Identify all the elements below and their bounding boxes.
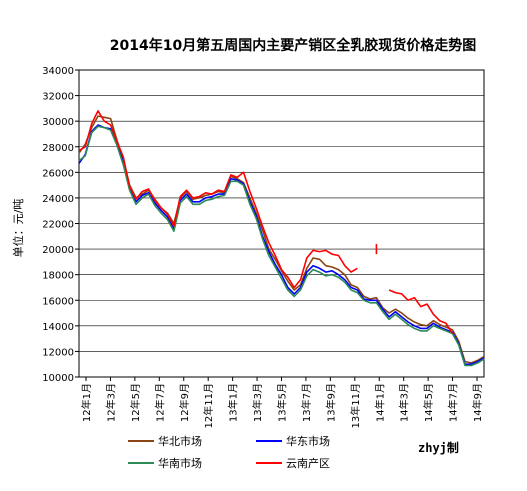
y-tick-label: 10000 — [42, 373, 74, 384]
x-tick-label: 12年3月 — [104, 383, 117, 422]
series-line-3 — [78, 125, 485, 367]
x-tick-label: 13年1月 — [227, 383, 240, 422]
x-tick-label: 13年7月 — [300, 383, 313, 422]
x-tick-label: 12年9月 — [178, 383, 191, 422]
legend-label-4: 云南产区 — [286, 456, 330, 470]
y-tick-label: 30000 — [42, 117, 74, 128]
legend-label-3: 华南市场 — [158, 456, 202, 470]
legend-label-1: 华北市场 — [158, 434, 202, 448]
x-tick-label: 12年11月 — [202, 383, 215, 428]
x-tick-label: 13年9月 — [324, 383, 337, 422]
x-tick-label: 13年11月 — [349, 383, 362, 428]
legend-label-2: 华东市场 — [286, 434, 330, 448]
y-tick-label: 28000 — [42, 143, 74, 154]
chart-title: 2014年10月第五周国内主要产销区全乳胶现货价格走势图 — [110, 37, 476, 54]
y-axis-label: 单位：元/吨 — [11, 199, 25, 258]
y-tick-label: 20000 — [42, 245, 74, 256]
x-tick-label: 12年7月 — [153, 383, 166, 422]
x-tick-label: 12年1月 — [80, 383, 93, 422]
watermark-text: zhyj制 — [418, 440, 459, 455]
y-tick-label: 18000 — [42, 271, 74, 282]
y-tick-label: 32000 — [42, 92, 74, 103]
x-tick-label: 12年5月 — [129, 383, 142, 422]
x-tick-label: 14年9月 — [471, 383, 484, 422]
y-tick-label: 24000 — [42, 194, 74, 205]
x-tick-label: 14年1月 — [373, 383, 386, 422]
x-tick-label: 14年3月 — [398, 383, 411, 422]
series-line-4 — [388, 289, 454, 334]
x-tick-label: 14年7月 — [447, 383, 460, 422]
series-line-4 — [78, 110, 358, 289]
y-tick-label: 12000 — [42, 347, 74, 358]
y-tick-label: 34000 — [42, 66, 74, 77]
plot-area: 10000 12000 14000 16000 18000 20000 22000 24000… — [42, 66, 485, 428]
y-tick-label: 22000 — [42, 220, 74, 231]
x-tick-label: 14年5月 — [422, 383, 435, 422]
y-tick-label: 14000 — [42, 322, 74, 333]
y-tick-label: 26000 — [42, 168, 74, 179]
x-tick-label: 13年3月 — [251, 383, 264, 422]
series-line-2 — [78, 124, 485, 366]
y-tick-label: 16000 — [42, 296, 74, 307]
x-tick-label: 13年5月 — [276, 383, 289, 422]
